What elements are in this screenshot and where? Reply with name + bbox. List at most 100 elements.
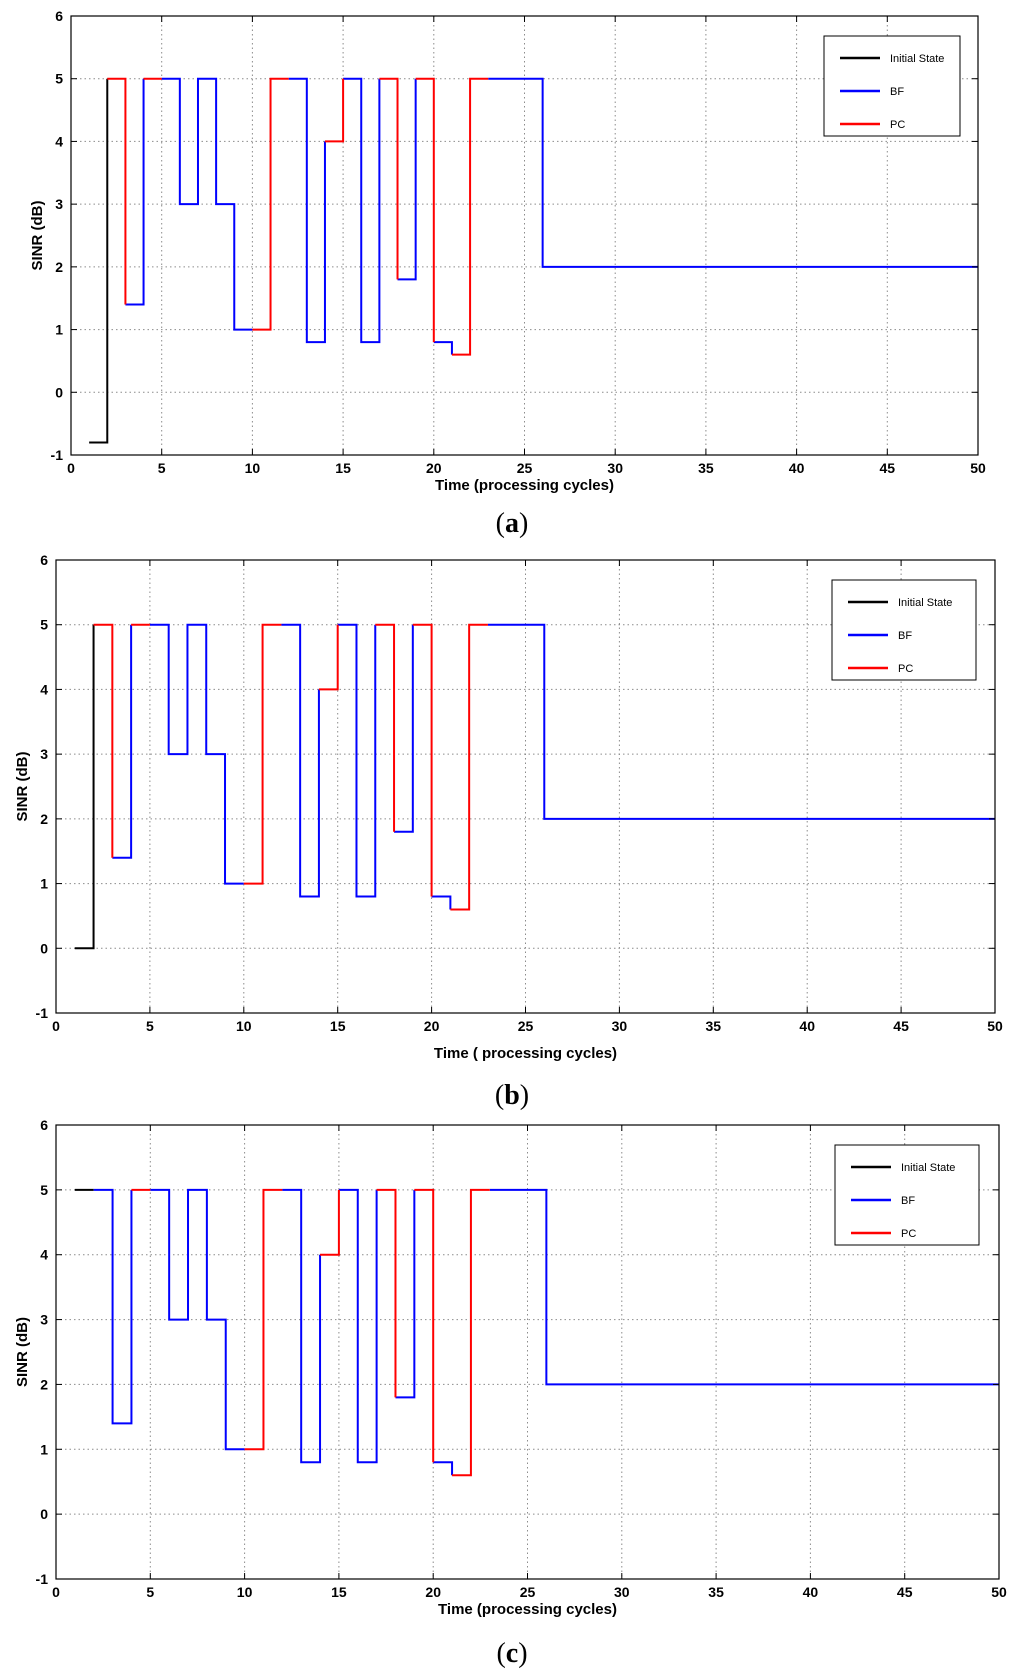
caption-a-letter: a	[505, 508, 519, 539]
chart-c-series-bf-segment	[489, 1188, 999, 1386]
chart-c-series-pc-segment	[320, 1189, 340, 1256]
chart-c-series-pc-segment	[414, 1188, 435, 1463]
chart-b-series-initial-state-segment	[74, 624, 95, 950]
chart-c-x-tick-label: 25	[520, 1584, 536, 1600]
caption-b: (b)	[494, 1080, 530, 1111]
panel-c: 0 5 10 15 20 25 30 35 40 45 50 -1 0 1 2 3 4 5 6 Time (proce…	[0, 1120, 1024, 1679]
panel-a: 0 5 10 15 20 25 30 35 40 45 50 -1 0 1 2 3 4 5 6 Time (proce…	[0, 0, 1024, 545]
chart-a-y-tick-label: 3	[55, 196, 63, 212]
chart-c-series-bf-segment	[93, 1188, 133, 1425]
chart-b-series-pc-segment	[243, 623, 282, 885]
chart-a-series-pc-segment	[451, 77, 489, 356]
chart-b-x-tick-label: 30	[612, 1018, 628, 1034]
chart-c-series-bf-segment	[150, 1188, 245, 1451]
chart-b-series-pc-segment	[450, 623, 488, 911]
chart-a-x-tick-label: 35	[698, 460, 714, 476]
chart-b-series-pc-segment	[93, 623, 114, 858]
chart-a-series-bf-segment	[288, 77, 326, 344]
caption-c: (c)	[496, 1638, 528, 1669]
chart-b-x-tick-label: 10	[236, 1018, 252, 1034]
chart-b-legend-label-initial-state: Initial State	[898, 597, 952, 609]
chart-c-legend-label-initial-state: Initial State	[901, 1162, 955, 1174]
chart-a-series-bf-segment	[161, 77, 253, 331]
chart-b-series-bf-segment	[487, 623, 995, 820]
chart-b-x-tick-label: 25	[518, 1018, 534, 1034]
chart-b-legend-label-bf: BF	[898, 630, 912, 642]
chart-a-x-tick-label: 0	[67, 460, 75, 476]
chart-a-x-tick-label: 45	[880, 460, 896, 476]
chart-c-x-tick-label: 30	[614, 1584, 630, 1600]
chart-b-x-tick-label: 20	[424, 1018, 440, 1034]
chart-b-y-tick-label: 3	[40, 746, 48, 762]
panel-b: 0 5 10 15 20 25 30 35 40 45 50 -1 0 1 2 3 4 5 6 Time ( proc…	[0, 548, 1024, 1118]
chart-b-series-bf-segment	[337, 623, 377, 898]
chart-b-series-pc-segment	[375, 623, 396, 832]
chart-c-series-bf-segment	[282, 1188, 322, 1464]
chart-c-x-tick-label: 45	[897, 1584, 913, 1600]
chart-a-y-axis-label: SINR (dB)	[29, 201, 46, 271]
chart-a-x-tick-label: 25	[517, 460, 533, 476]
chart-c-x-tick-label: 35	[708, 1584, 724, 1600]
chart-c-x-axis-label: Time (processing cycles)	[438, 1601, 617, 1618]
chart-a-series-pc-segment	[107, 77, 127, 305]
chart-b-y-tick-label: 4	[40, 681, 48, 697]
chart-a-x-tick-label: 5	[158, 460, 166, 476]
chart-c-y-tick-label: 6	[40, 1120, 48, 1133]
chart-b-series-bf-segment	[149, 623, 244, 885]
chart-b-y-axis-label: SINR (dB)	[14, 752, 31, 822]
chart-c-y-tick-label: 0	[40, 1506, 48, 1522]
chart-b-series-bf-segment	[112, 624, 133, 859]
chart-c-y-tick-label: 1	[40, 1441, 48, 1457]
chart-c-x-tick-label: 50	[991, 1584, 1007, 1600]
chart-c-y-axis-label: SINR (dB)	[14, 1317, 31, 1387]
chart-a-x-tick-label: 30	[607, 460, 623, 476]
chart-b-y-tick-label: 1	[40, 876, 48, 892]
chart-a-series-bf-segment	[397, 78, 417, 281]
chart-c-legend-label-pc: PC	[901, 1228, 916, 1240]
chart-a-y-tick-label: 4	[55, 133, 63, 149]
chart-c-y-tick-label: 3	[40, 1312, 48, 1328]
chart-c-series-bf-segment	[395, 1189, 416, 1399]
chart-c-legend-label-bf: BF	[901, 1195, 915, 1207]
chart-b-series-bf-segment	[394, 624, 414, 833]
chart-b-x-axis-label: Time ( processing cycles)	[434, 1045, 617, 1062]
chart-a-series-pc-segment	[252, 77, 289, 331]
chart-c-legend-box	[834, 1144, 980, 1246]
chart-b-y-tick-label: -1	[36, 1005, 49, 1021]
chart-a-x-tick-label: 50	[970, 460, 986, 476]
chart-c-x-tick-label: 40	[803, 1584, 819, 1600]
chart-c-y-tick-label: 5	[40, 1182, 48, 1198]
chart-a-y-tick-label: 2	[55, 259, 63, 275]
chart-c-series-pc-segment	[452, 1188, 490, 1477]
chart-b-series-bf-segment	[431, 895, 452, 910]
chart-b-y-tick-label: 6	[40, 552, 48, 568]
chart-c-x-tick-label: 20	[425, 1584, 441, 1600]
chart-a-x-tick-label: 40	[789, 460, 805, 476]
chart-c-x-tick-label: 0	[52, 1584, 60, 1600]
caption-b-letter: b	[504, 1080, 520, 1111]
chart-a-series-bf-segment	[488, 77, 978, 268]
caption-a: (a)	[495, 508, 529, 539]
chart-a-x-tick-label: 10	[245, 460, 261, 476]
chart-c-y-tick-label: -1	[36, 1571, 49, 1587]
chart-a-series-bf-segment	[125, 78, 145, 306]
chart-b-series-pc-segment	[318, 624, 339, 691]
chart-b-x-tick-label: 35	[706, 1018, 722, 1034]
chart-b-y-tick-label: 2	[40, 811, 48, 827]
chart-a-series-bf-segment	[433, 341, 453, 355]
chart-a-x-axis-label: Time (processing cycles)	[435, 477, 614, 494]
chart-a-series-pc-segment	[324, 78, 345, 143]
chart-b-x-tick-label: 50	[987, 1018, 1003, 1034]
chart-b-y-tick-label: 5	[40, 617, 48, 633]
chart-b-x-tick-label: 40	[799, 1018, 815, 1034]
chart-a-legend-label-pc: PC	[890, 119, 905, 131]
chart-b-legend-box	[831, 579, 977, 681]
chart-c-y-tick-label: 2	[40, 1376, 48, 1392]
chart-c-x-tick-label: 5	[146, 1584, 154, 1600]
chart-a-series-pc-segment	[415, 77, 435, 343]
chart-a-x-tick-label: 15	[335, 460, 351, 476]
